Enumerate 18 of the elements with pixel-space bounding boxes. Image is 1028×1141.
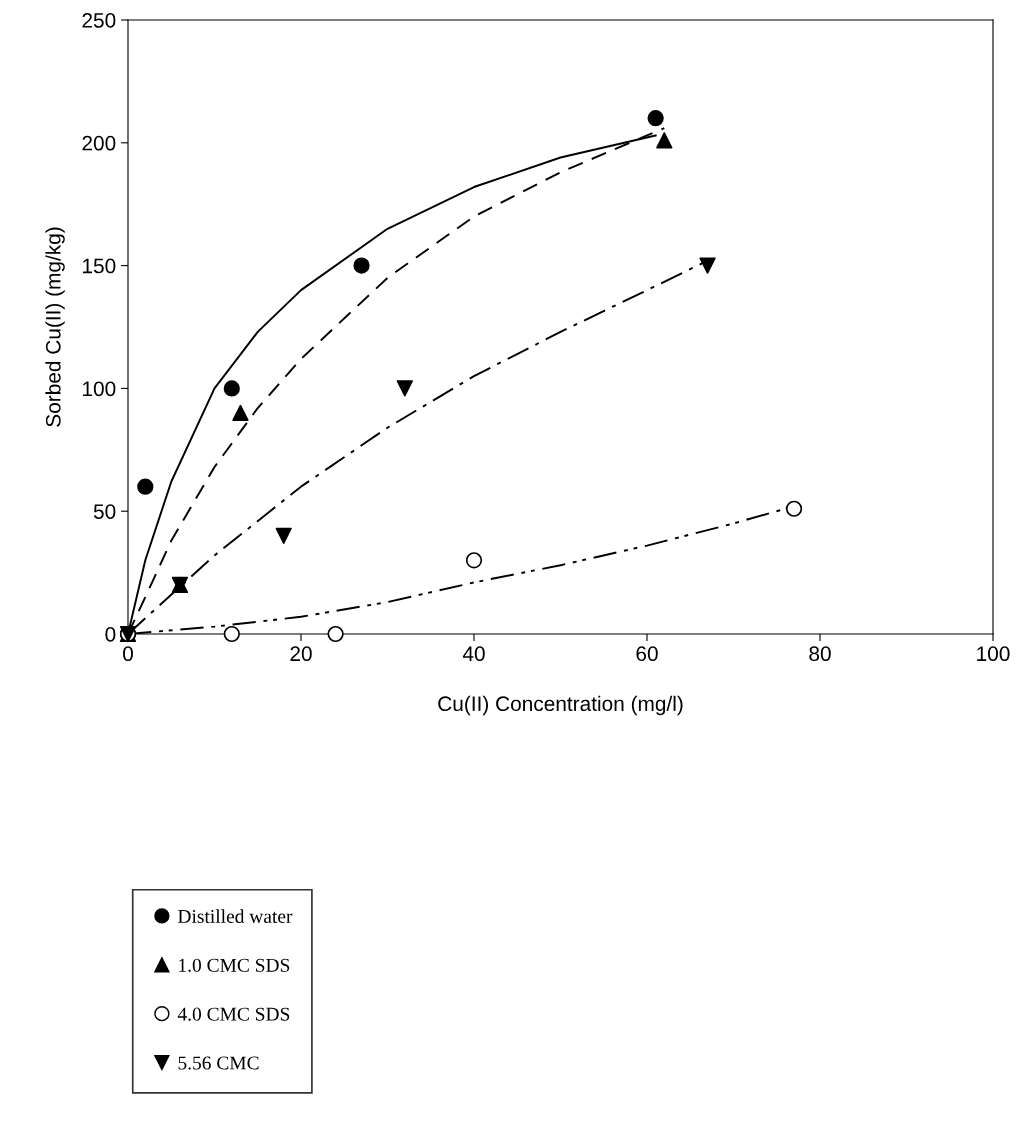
x-tick-label: 60 xyxy=(636,646,658,662)
legend-label: 5.56 CMC xyxy=(178,1056,259,1070)
x-axis-title: Cu(II) Concentration (mg/l) xyxy=(438,695,683,716)
y-tick-label: 150 xyxy=(83,258,116,274)
y-tick-label: 200 xyxy=(82,135,116,151)
x-tick-label: 0 xyxy=(123,646,133,662)
x-tick-label: 20 xyxy=(290,646,312,662)
legend-label: 4.0 CMC SDS xyxy=(177,1007,290,1021)
legend-label: 1.0 CMC SDS xyxy=(179,958,290,972)
x-tick-label: 100 xyxy=(977,646,1010,662)
x-tick-label: 40 xyxy=(462,646,485,662)
y-tick-label: 250 xyxy=(82,13,116,28)
legend-label: Distilled water xyxy=(178,909,293,923)
y-tick-label: 100 xyxy=(83,381,116,397)
y-axis-title: Sorbed Cu(II) (mg/kg) xyxy=(45,227,65,427)
y-tick-label: 0 xyxy=(105,627,116,642)
x-tick-label: 80 xyxy=(809,646,831,662)
y-tick-label: 50 xyxy=(93,504,116,519)
